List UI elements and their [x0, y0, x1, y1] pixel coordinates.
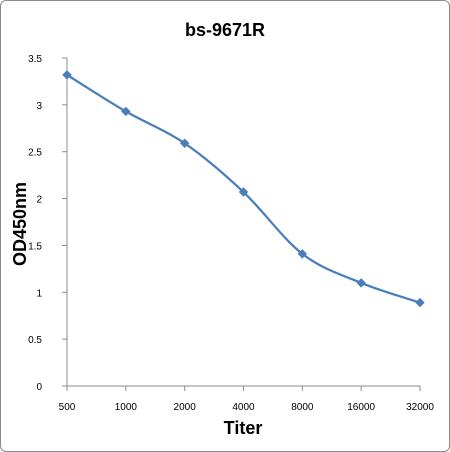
x-tick-label: 2000	[174, 402, 197, 413]
data-point-marker	[415, 297, 425, 308]
data-point-marker	[356, 278, 366, 288]
y-tick-label: 3.5	[28, 54, 42, 65]
x-tick-label: 1000	[115, 402, 138, 413]
x-axis-title: Titer	[224, 418, 263, 438]
y-tick-label: 3	[36, 101, 42, 112]
y-tick-label: 1.5	[28, 241, 42, 252]
y-tick-label: 0	[36, 382, 42, 393]
x-tick-label: 500	[59, 402, 76, 413]
x-tick-label: 32000	[406, 402, 434, 413]
data-point-marker	[297, 249, 308, 259]
y-tick-label: 1	[36, 288, 42, 299]
y-tick-label: 2.5	[28, 148, 42, 159]
y-tick-label: 2	[36, 195, 42, 206]
y-axis-title: OD450nm	[10, 182, 30, 266]
data-point-marker	[179, 138, 190, 148]
data-point-marker	[62, 70, 72, 80]
data-point-marker	[238, 187, 249, 197]
chart-title: bs-9671R	[185, 20, 265, 40]
data-point-marker	[121, 106, 131, 117]
x-tick-label: 16000	[347, 402, 375, 413]
y-tick-label: 0.5	[28, 335, 42, 346]
x-tick-label: 4000	[232, 402, 255, 413]
x-tick-label: 8000	[291, 402, 314, 413]
